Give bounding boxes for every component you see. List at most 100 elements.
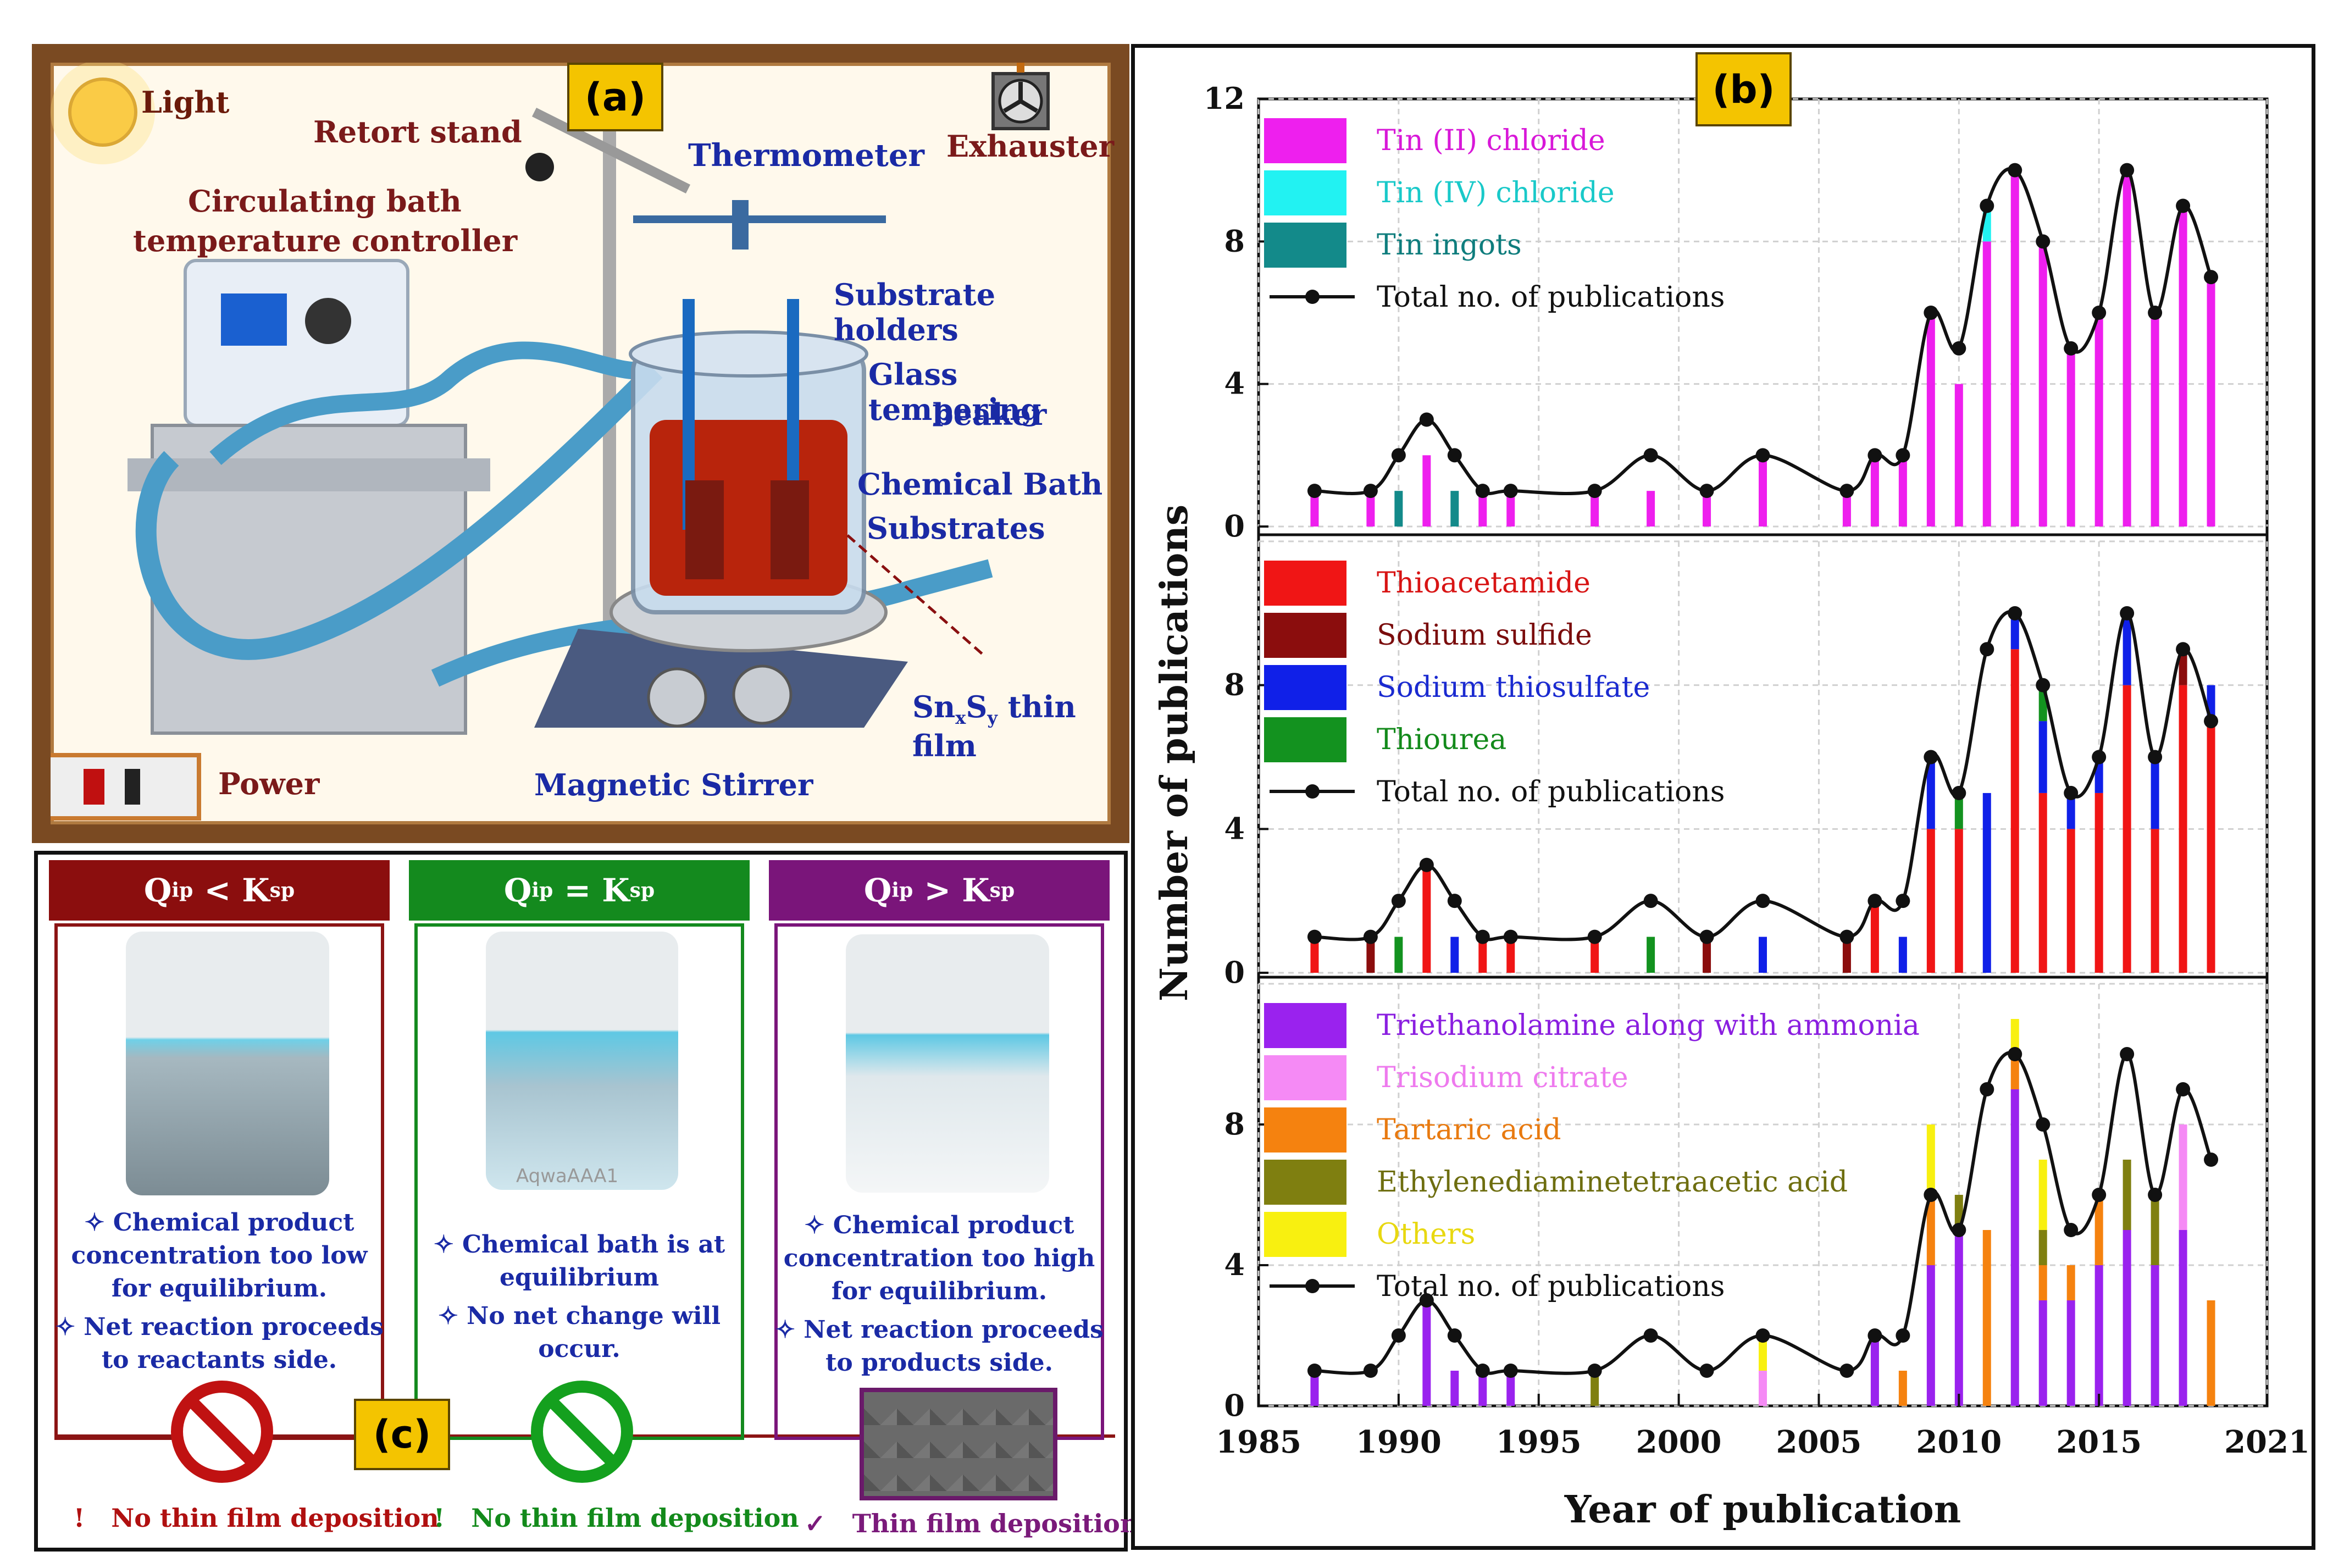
bar-thioacetamide: [1591, 937, 1599, 973]
legend-label: Total no. of publications: [1377, 1270, 1725, 1303]
bar-triethanolamine-along-with-ammonia: [1478, 1371, 1487, 1406]
y-tick-label: 0: [1224, 508, 1245, 544]
bar-tin-ii-chloride: [2010, 170, 2019, 527]
bar-thiourea: [1394, 937, 1403, 973]
total-point: [1896, 894, 1910, 908]
x-axis-label: Year of publication: [1564, 1488, 1961, 1532]
bar-sodium-sulfide: [2179, 649, 2187, 685]
total-point: [1755, 894, 1770, 908]
total-point: [1867, 448, 1882, 463]
total-point: [1503, 1364, 1518, 1378]
bar-thioacetamide: [2151, 829, 2159, 973]
bar-triethanolamine-along-with-ammonia: [1954, 1230, 1963, 1406]
total-point: [1391, 894, 1406, 908]
total-point: [1839, 1364, 1854, 1378]
legend-swatch: [1264, 118, 1346, 163]
legend-total-dot: [1305, 290, 1320, 304]
legend-swatch: [1264, 1055, 1346, 1100]
bar-thioacetamide: [2010, 649, 2019, 973]
total-point: [1363, 484, 1378, 498]
legend-swatch: [1264, 1160, 1346, 1205]
bar-triethanolamine-along-with-ammonia: [2179, 1230, 2187, 1406]
bar-tin-ii-chloride: [2207, 277, 2215, 527]
bar-tin-ii-chloride: [1870, 455, 1879, 527]
total-point: [1447, 894, 1462, 908]
total-point: [2148, 750, 2163, 764]
bar-triethanolamine-along-with-ammonia: [2151, 1265, 2159, 1406]
bar-others: [2010, 1019, 2019, 1054]
panel-b-tag: (b): [1695, 52, 1792, 126]
x-tick-label: 2005: [1776, 1424, 1862, 1460]
y-tick-label: 8: [1224, 667, 1245, 702]
apparatus-illustration: [51, 63, 1050, 821]
bar-thioacetamide: [2066, 829, 2075, 973]
bar-thioacetamide: [1506, 937, 1515, 973]
total-point: [1699, 1364, 1714, 1378]
legend-swatch: [1264, 170, 1346, 215]
legend-label: Tin ingots: [1377, 229, 1522, 262]
bar-tartaric-acid: [2066, 1265, 2075, 1300]
panel-c-tag: (c): [354, 1399, 450, 1470]
total-point: [1419, 412, 1434, 427]
total-point: [2148, 1188, 2163, 1202]
label-magnetic-stirrer: Magnetic Stirrer: [534, 767, 813, 802]
prohibited-red-icon: [171, 1381, 273, 1483]
bar-tartaric-acid: [1982, 1230, 1991, 1406]
y-tick-label: 4: [1224, 1247, 1245, 1282]
beaker-watermark: AqwaAAA1: [516, 1165, 619, 1187]
bar-others: [1926, 1124, 1935, 1195]
bar-others: [2038, 1160, 2047, 1230]
bar-triethanolamine-along-with-ammonia: [2010, 1089, 2019, 1406]
total-point: [2008, 606, 2022, 620]
bar-tartaric-acid: [2038, 1265, 2047, 1300]
total-point: [2036, 234, 2051, 249]
total-publications-line: [1314, 167, 2213, 495]
bar-thioacetamide: [1926, 829, 1935, 973]
bar-triethanolamine-along-with-ammonia: [2123, 1230, 2131, 1406]
bar-tin-ii-chloride: [1310, 491, 1319, 527]
bar-tin-ii-chloride: [1506, 491, 1515, 527]
legend-swatch: [1264, 613, 1346, 658]
bar-tin-ii-chloride: [1703, 491, 1711, 527]
legend-label: Sodium thiosulfate: [1377, 671, 1650, 704]
total-point: [2176, 198, 2191, 213]
total-point: [1924, 1188, 1938, 1202]
bar-sodium-thiosulfate: [2123, 613, 2131, 685]
bar-triethanolamine-along-with-ammonia: [1870, 1336, 1879, 1406]
beaker-greater: [846, 934, 1049, 1193]
total-point: [1363, 929, 1378, 944]
bar-thioacetamide: [1954, 829, 1963, 973]
total-point: [1447, 1328, 1462, 1343]
label-substrate-holders: Substrate holders: [834, 277, 996, 347]
panel-a: (a) Light Retort stand Thermometer Exhau…: [32, 44, 1129, 843]
total-point: [1980, 1082, 1994, 1096]
legend-label: Thioacetamide: [1377, 567, 1591, 600]
total-point: [2064, 1223, 2079, 1237]
label-glass-line2: beaker: [933, 397, 1047, 432]
total-point: [1924, 306, 1938, 320]
total-point: [2092, 750, 2107, 764]
bar-thioacetamide: [1422, 865, 1431, 973]
bar-thioacetamide: [1310, 937, 1319, 973]
bar-tin-ii-chloride: [2179, 206, 2187, 527]
bar-tartaric-acid: [2094, 1195, 2103, 1265]
total-point: [1643, 894, 1658, 908]
total-point: [2204, 714, 2219, 729]
bar-thioacetamide: [2123, 685, 2131, 973]
bar-tartaric-acid: [2010, 1054, 2019, 1089]
label-chemical-bath: Chemical Bath: [857, 467, 1103, 502]
total-point: [1587, 929, 1602, 944]
magnetic-stirrer: [534, 629, 908, 728]
bar-thioacetamide: [2207, 721, 2215, 973]
total-point: [1307, 1364, 1322, 1378]
bar-tin-ii-chloride: [1898, 455, 1907, 527]
bar-ethylenediaminetetraacetic-acid: [2151, 1195, 2159, 1265]
total-publications-line: [1314, 1051, 2213, 1375]
bar-triethanolamine-along-with-ammonia: [2066, 1300, 2075, 1406]
total-point: [1419, 857, 1434, 872]
bar-triethanolamine-along-with-ammonia: [1926, 1265, 1935, 1406]
bar-sodium-thiosulfate: [2066, 793, 2075, 829]
total-point: [1587, 1364, 1602, 1378]
total-point: [2092, 1188, 2107, 1202]
